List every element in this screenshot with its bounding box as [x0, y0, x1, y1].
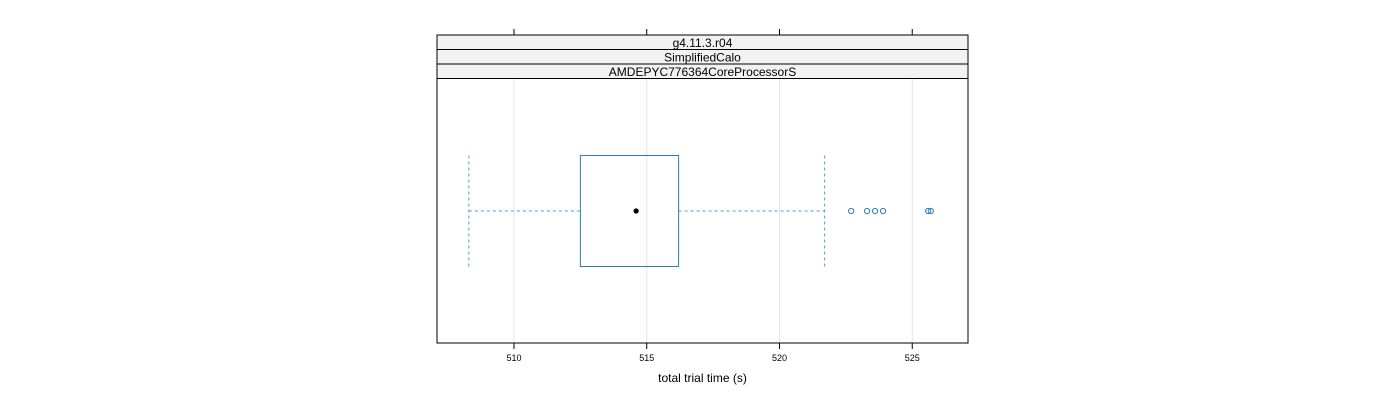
tick-label-520: 520: [772, 353, 787, 363]
iqr-box: [579, 155, 680, 267]
median-dot: [633, 208, 639, 214]
tick-label-515: 515: [639, 353, 654, 363]
bottom-axis-ticks: 510 515 520 525: [506, 343, 920, 363]
strip-label-0: g4.11.3.r04: [673, 36, 733, 50]
top-axis-ticks: [513, 29, 913, 35]
outlier-point-1: [864, 207, 871, 215]
tick-label-525: 525: [905, 353, 920, 363]
outlier-points: [848, 207, 934, 215]
grid-lines: [513, 78, 913, 343]
strip-label-1: SimplifiedCalo: [664, 50, 741, 64]
outlier-point-2: [871, 207, 879, 215]
tick-label-510: 510: [506, 353, 521, 363]
box-and-whiskers: [468, 155, 826, 267]
outlier-point-5: [927, 207, 934, 215]
plot-panel: [436, 34, 969, 344]
x-axis-title: total trial time (s): [658, 371, 747, 385]
strip-label-2: AMDEPYC776364CoreProcessorS: [609, 65, 796, 79]
outlier-point-3: [879, 207, 887, 215]
outlier-point-0: [848, 207, 855, 215]
strip-headers: g4.11.3.r04SimplifiedCaloAMDEPYC776364Co…: [436, 34, 969, 79]
outlier-point-4: [925, 207, 932, 215]
